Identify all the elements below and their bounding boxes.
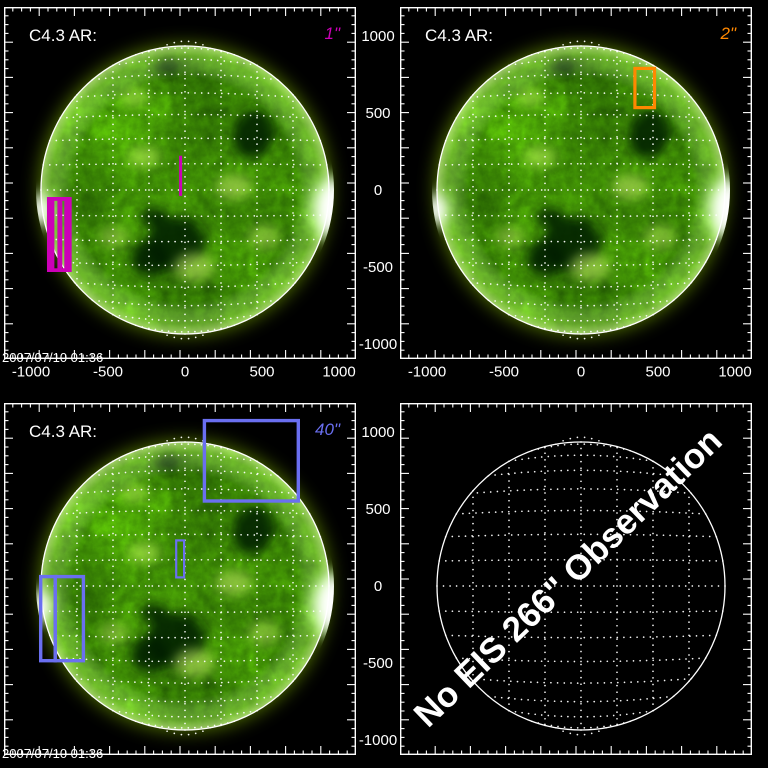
svg-text:-1000: -1000 <box>12 364 50 381</box>
svg-text:0: 0 <box>374 182 382 199</box>
svg-text:-1000: -1000 <box>359 732 397 749</box>
svg-text:0: 0 <box>181 364 189 381</box>
svg-text:500: 500 <box>365 501 390 518</box>
svg-text:500: 500 <box>249 364 274 381</box>
svg-text:1000: 1000 <box>322 364 355 381</box>
svg-text:2007/07/10 01:36: 2007/07/10 01:36 <box>2 350 103 365</box>
svg-text:-500: -500 <box>93 364 123 381</box>
svg-text:0: 0 <box>374 578 382 595</box>
svg-text:-1000: -1000 <box>359 336 397 353</box>
svg-text:2007/07/10 01:36: 2007/07/10 01:36 <box>2 746 103 761</box>
svg-text:-500: -500 <box>363 259 393 276</box>
svg-text:500: 500 <box>365 105 390 122</box>
svg-text:0: 0 <box>577 364 585 381</box>
svg-text:1000: 1000 <box>361 424 394 441</box>
svg-text:1000: 1000 <box>718 364 751 381</box>
svg-text:-500: -500 <box>489 364 519 381</box>
svg-text:-1000: -1000 <box>408 364 446 381</box>
svg-text:1000: 1000 <box>361 28 394 45</box>
svg-text:500: 500 <box>645 364 670 381</box>
svg-text:-500: -500 <box>363 655 393 672</box>
